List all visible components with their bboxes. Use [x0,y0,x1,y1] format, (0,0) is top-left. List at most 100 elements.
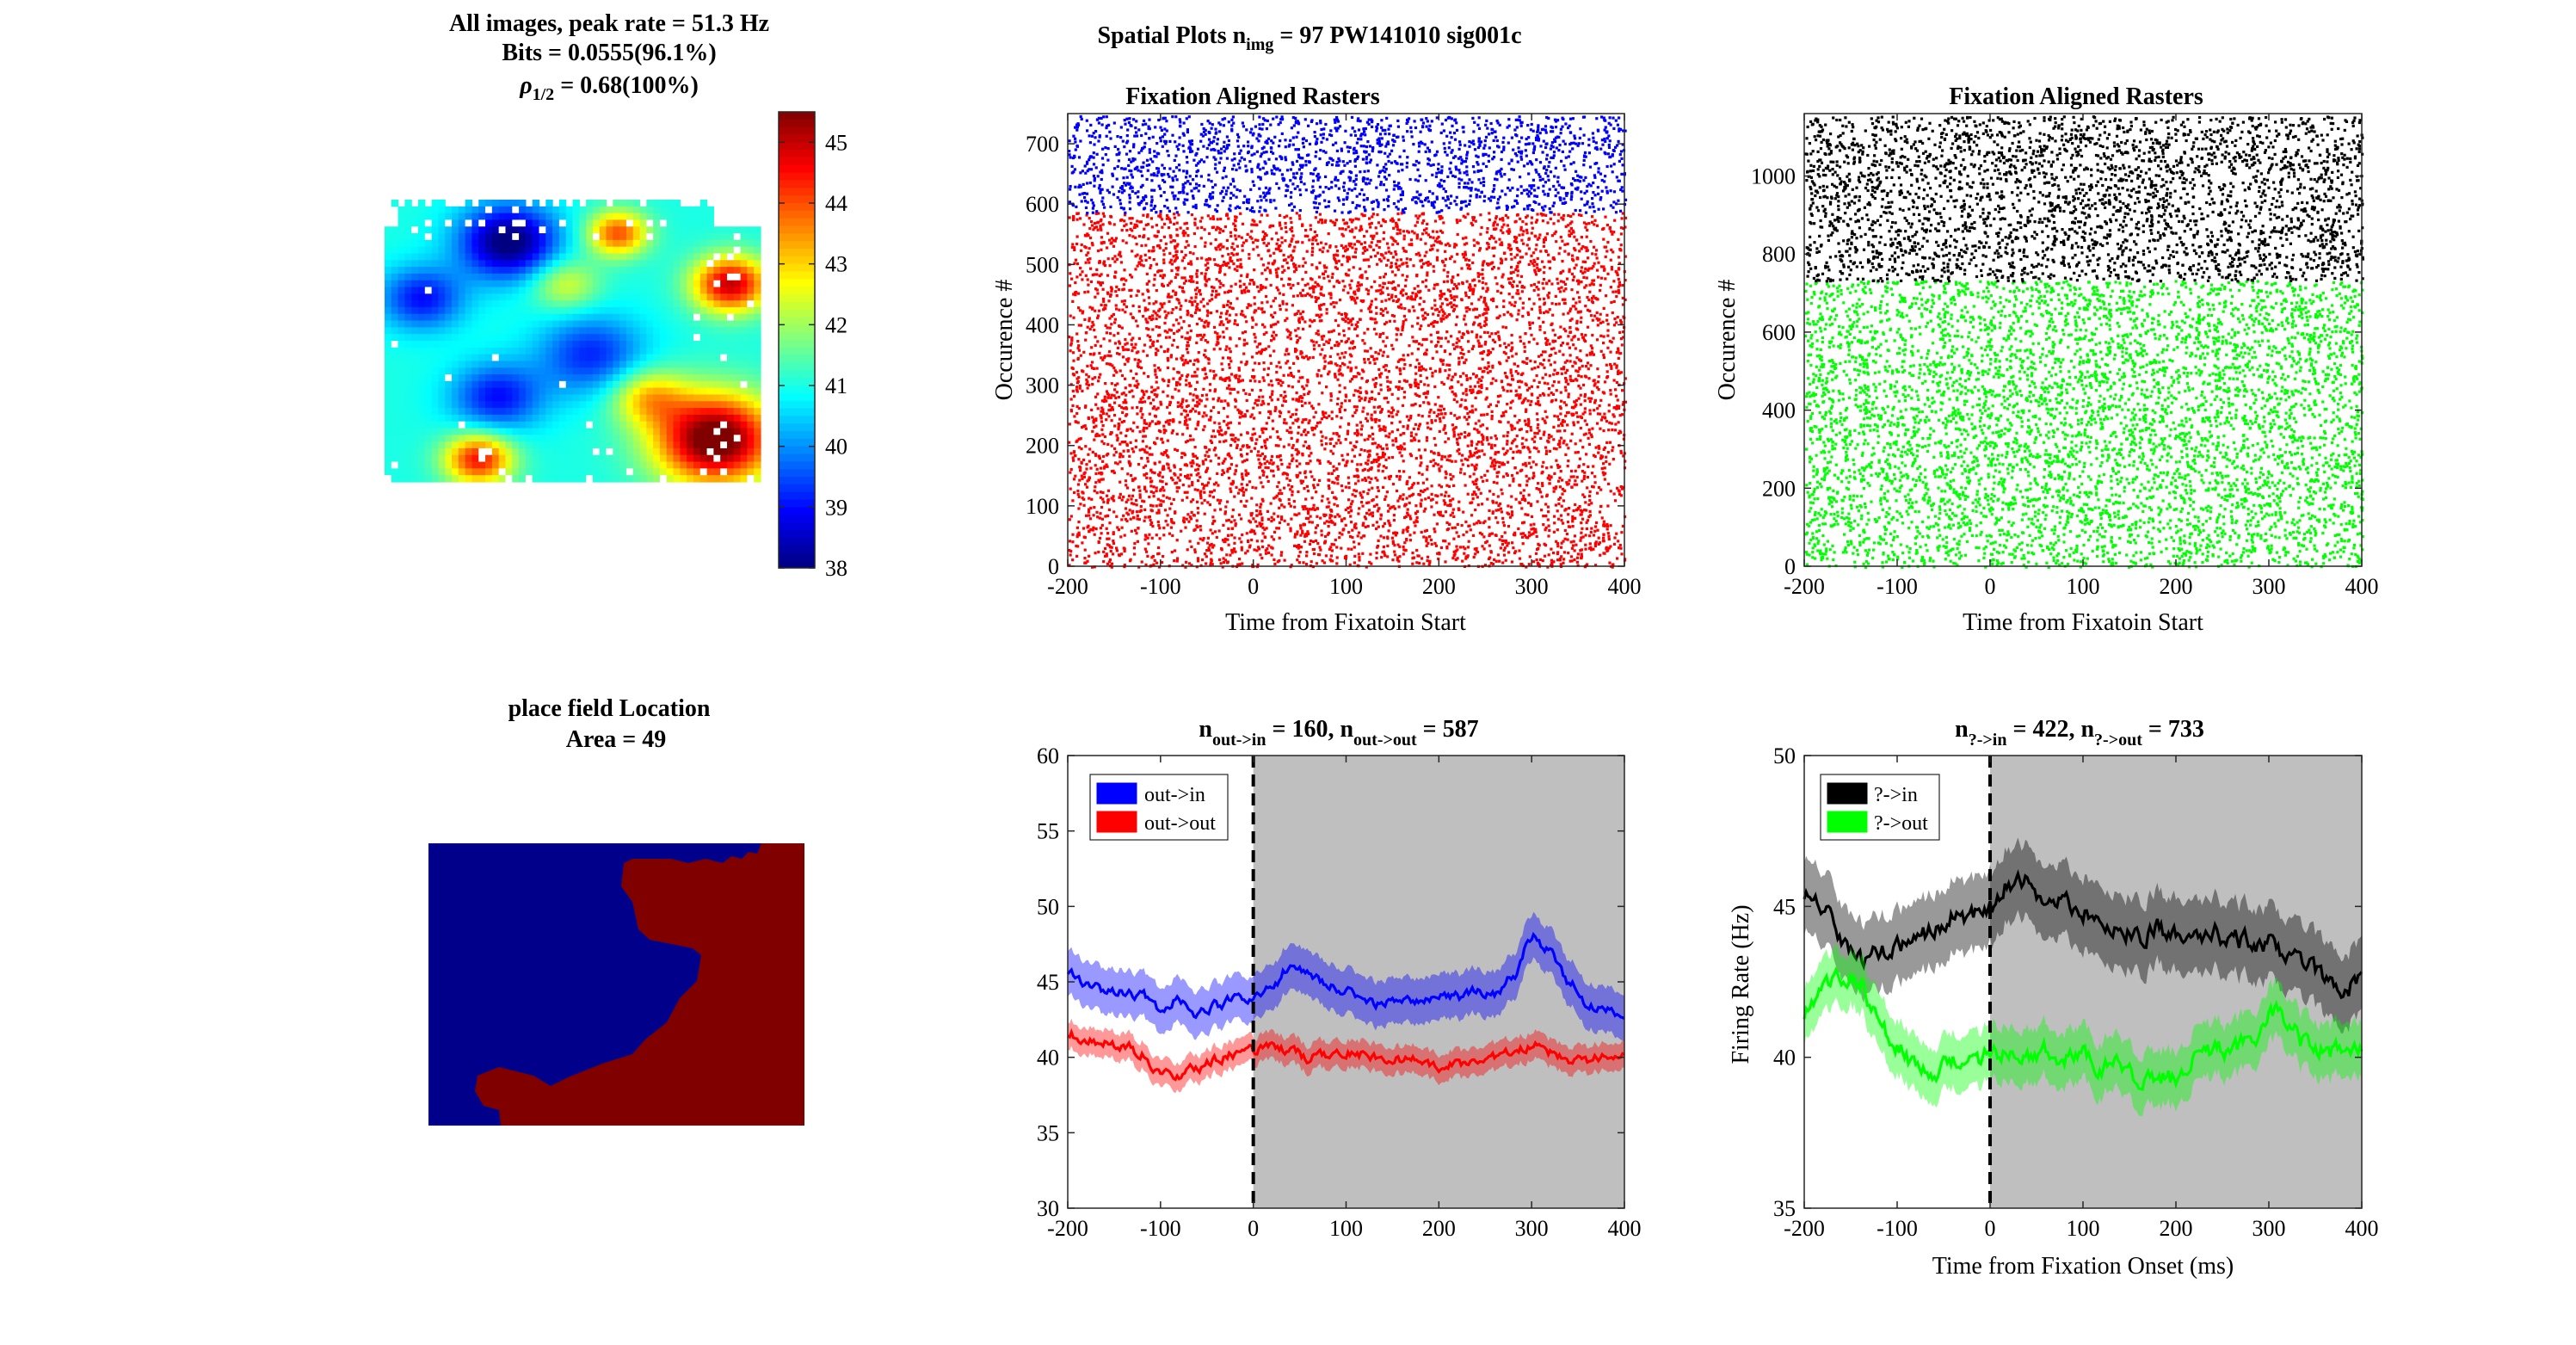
heatmap-cell [626,475,634,483]
heatmap-cell [754,394,761,402]
spike-mark [1328,441,1332,446]
spike-mark [1353,236,1356,239]
heatmap-cell [586,461,594,469]
heatmap-cell [438,253,446,261]
heatmap-cell [706,253,714,261]
spike-mark [1615,364,1618,367]
spike-mark [1366,524,1370,528]
spike-mark [1199,300,1203,304]
spike-mark [1496,395,1500,398]
heatmap-cell [465,253,473,261]
heatmap-cell [505,468,513,476]
heatmap-cell [680,320,687,328]
spike-mark [1425,231,1428,235]
heatmap-cell [592,361,601,368]
spike-mark [1455,295,1458,299]
heatmap-cell [438,401,446,409]
spike-mark [1150,386,1154,389]
spike-mark [1476,456,1479,460]
heatmap-cell [639,300,647,308]
heatmap-cell [404,219,412,227]
spike-mark [1557,380,1561,384]
heatmap-cell [552,327,560,335]
spike-mark [1250,538,1254,542]
spike-mark [1302,508,1305,511]
heatmap-cell [673,239,681,248]
heatmap-cell [552,320,560,328]
heatmap-cell [639,206,647,214]
heatmap-cell [733,394,742,402]
heatmap-cell [619,374,627,382]
heatmap-cell [754,401,761,409]
heatmap-cell [498,347,507,355]
heatmap-cell [673,461,681,469]
spike-mark [1284,258,1287,262]
colorbar-tick-label: 43 [825,252,847,277]
spike-mark [1152,389,1156,392]
spike-mark [1206,481,1211,484]
heatmap-cell [693,260,701,268]
heatmap-cell [545,206,553,214]
spike-mark [1615,321,1618,324]
heatmap-cell [754,273,761,281]
spike-mark [1500,241,1503,244]
spike-mark [1578,250,1581,253]
heatmap-cell [613,293,620,301]
spike-mark [1482,479,1485,483]
heatmap-cell [478,461,486,469]
spike-mark [1501,243,1504,247]
heatmap-cell [539,387,546,396]
spike-mark [1512,479,1515,483]
heatmap-cell [606,447,613,456]
spike-mark [1088,517,1093,521]
spike-mark [1526,424,1531,428]
heatmap-cell [706,461,714,469]
spike-mark [1102,442,1106,446]
spike-mark [1121,239,1125,243]
spike-mark [1301,288,1304,292]
spike-mark [1469,267,1472,270]
heatmap-cell [754,441,761,449]
spike-mark [1478,273,1482,276]
heatmap-cell [626,327,634,335]
colorbar-segment [779,507,815,515]
heatmap-cell [740,306,748,315]
spike-mark [1466,546,1470,549]
heatmap-cell [452,347,459,355]
spike-mark [1318,261,1322,264]
colorbar-segment [779,408,815,416]
spike-mark [1155,380,1158,384]
spike-mark [1462,256,1465,259]
spike-mark [1391,443,1395,447]
heatmap-cell [586,408,594,416]
heatmap-cell [565,267,574,275]
heatmap-cell [599,447,607,456]
spike-mark [1336,353,1340,356]
spike-mark [1512,450,1515,453]
colorbar-tick-label: 44 [825,191,847,216]
spike-mark [1131,389,1134,392]
spike-mark [1341,234,1345,238]
spike-mark [1199,219,1202,223]
spike-mark [1120,421,1124,424]
heatmap-cell [673,267,681,275]
spike-mark [1096,316,1100,320]
spike-mark [1291,234,1295,238]
spike-mark [1286,522,1290,526]
spike-mark [1538,393,1542,398]
spike-mark [1514,550,1518,553]
spike-mark [1227,252,1230,256]
heatmap-cell [565,206,574,214]
heatmap-cell [733,273,742,281]
heatmap-cell [519,320,527,328]
heatmap-cell [653,320,661,328]
heatmap-cell [613,408,620,416]
spike-mark [1235,344,1238,348]
colorbar-segment [779,195,815,204]
spike-mark [1297,450,1300,453]
heatmap-cell [733,246,742,255]
heatmap-cell [411,374,419,382]
spike-mark [1365,565,1368,569]
spike-mark [1567,392,1570,396]
heatmap-cell [458,374,466,382]
